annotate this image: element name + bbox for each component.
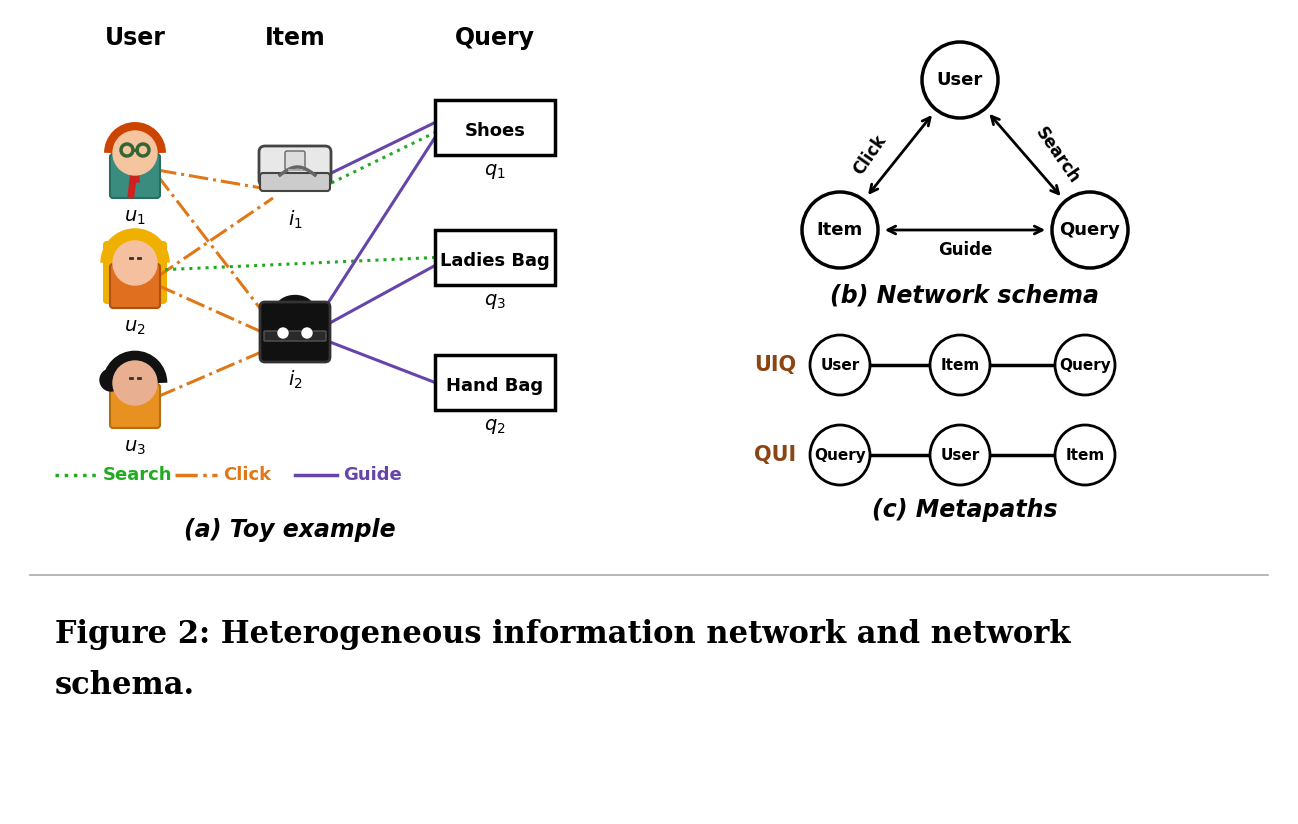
Text: (b) Network schema: (b) Network schema [831, 283, 1099, 307]
Text: Search: Search [1031, 124, 1083, 186]
Text: Item: Item [265, 26, 326, 50]
FancyBboxPatch shape [260, 173, 330, 191]
Circle shape [810, 335, 870, 395]
Text: Query: Query [1059, 358, 1111, 372]
Text: Item: Item [816, 221, 863, 239]
Text: schema.: schema. [55, 669, 195, 700]
FancyBboxPatch shape [110, 264, 160, 308]
Text: User: User [937, 71, 983, 89]
Circle shape [1055, 335, 1115, 395]
Text: (c) Metapaths: (c) Metapaths [872, 498, 1058, 522]
Text: Guide: Guide [343, 466, 402, 484]
Circle shape [302, 328, 312, 338]
Text: $u_2$: $u_2$ [125, 317, 145, 336]
Text: User: User [105, 26, 165, 50]
Circle shape [802, 192, 877, 268]
Text: $q_3$: $q_3$ [484, 292, 506, 311]
Circle shape [1051, 192, 1128, 268]
Circle shape [810, 425, 870, 485]
Text: Item: Item [940, 358, 980, 372]
Circle shape [278, 328, 288, 338]
Circle shape [113, 361, 157, 405]
Text: Query: Query [814, 447, 866, 462]
Text: Query: Query [456, 26, 535, 50]
Circle shape [929, 425, 990, 485]
FancyBboxPatch shape [435, 100, 556, 155]
FancyBboxPatch shape [260, 146, 331, 186]
Circle shape [1055, 425, 1115, 485]
FancyBboxPatch shape [103, 241, 123, 304]
Text: Shoes: Shoes [465, 121, 526, 139]
Text: Figure 2: Heterogeneous information network and network: Figure 2: Heterogeneous information netw… [55, 620, 1071, 650]
Circle shape [100, 369, 122, 391]
FancyBboxPatch shape [286, 151, 305, 170]
Circle shape [929, 335, 990, 395]
Text: Query: Query [1059, 221, 1120, 239]
FancyBboxPatch shape [110, 384, 160, 428]
Text: QUI: QUI [754, 445, 796, 465]
Text: $i_2$: $i_2$ [288, 369, 302, 391]
Text: $u_3$: $u_3$ [125, 438, 145, 456]
Text: Guide: Guide [938, 241, 992, 259]
Text: User: User [940, 447, 980, 462]
Text: Item: Item [1066, 447, 1105, 462]
FancyBboxPatch shape [147, 241, 167, 304]
Text: Click: Click [223, 466, 271, 484]
Text: Hand Bag: Hand Bag [447, 377, 544, 395]
Text: User: User [820, 358, 859, 372]
Text: Search: Search [103, 466, 173, 484]
Circle shape [922, 42, 998, 118]
FancyBboxPatch shape [435, 355, 556, 410]
Text: UIQ: UIQ [754, 355, 796, 375]
FancyBboxPatch shape [435, 230, 556, 285]
Circle shape [113, 241, 157, 285]
Text: $q_2$: $q_2$ [484, 416, 506, 436]
Text: Click: Click [850, 132, 890, 178]
Circle shape [113, 131, 157, 175]
FancyBboxPatch shape [260, 302, 330, 362]
Text: Ladies Bag: Ladies Bag [440, 251, 550, 269]
Text: $q_1$: $q_1$ [484, 162, 506, 180]
Text: $u_1$: $u_1$ [125, 208, 145, 227]
FancyBboxPatch shape [110, 154, 160, 198]
FancyBboxPatch shape [263, 331, 326, 341]
Text: $i_1$: $i_1$ [288, 208, 302, 232]
Text: (a) Toy example: (a) Toy example [184, 518, 396, 542]
